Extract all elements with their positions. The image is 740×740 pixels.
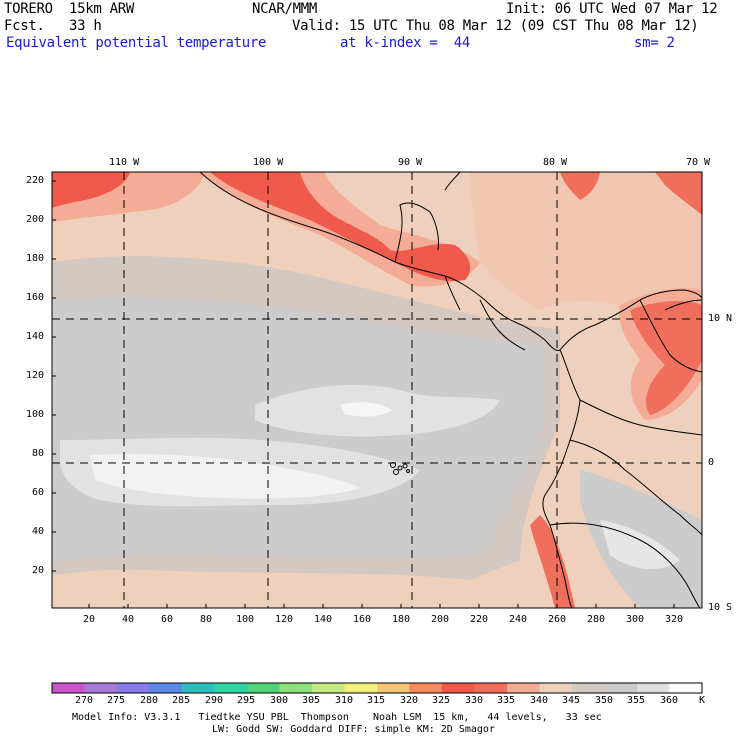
valid-time: Valid: 15 UTC Thu 08 Mar 12 (09 CST Thu …	[292, 18, 699, 34]
colorbar-swatch	[182, 683, 215, 693]
coastlines	[199, 172, 702, 608]
x-tick-label: 20	[83, 614, 96, 625]
colorbar-label: 275	[107, 695, 126, 706]
colorbar-label: 345	[562, 695, 581, 706]
colorbar-label: 270	[75, 695, 94, 706]
x-tick-label: 100	[236, 614, 255, 625]
colorbar-label: 300	[270, 695, 289, 706]
colorbar-label: 330	[465, 695, 484, 706]
y-tick-label: 200	[26, 214, 45, 225]
x-tick-label: 140	[314, 614, 333, 625]
y-tick-label: 180	[26, 253, 45, 264]
x-tick-label: 40	[122, 614, 135, 625]
colorbar-label: 360	[660, 695, 679, 706]
colorbar-swatch	[604, 683, 637, 693]
colorbar-swatch	[507, 683, 540, 693]
colorbar-label: 320	[400, 695, 419, 706]
colorbar-label: 310	[335, 695, 354, 706]
x-tick-label: 180	[392, 614, 411, 625]
level-label: at k-index = 44	[340, 35, 471, 51]
colorbar-swatch	[52, 683, 85, 693]
colorbar	[51, 682, 703, 694]
colorbar-label: 305	[302, 695, 321, 706]
x-tick-label: 300	[626, 614, 645, 625]
colorbar-swatch	[344, 683, 377, 693]
colorbar-swatch	[377, 683, 410, 693]
y-tick-label: 140	[26, 331, 45, 342]
colorbar-swatch	[539, 683, 572, 693]
colorbar-swatch	[669, 683, 702, 693]
y-tick-label: 220	[26, 175, 45, 186]
y-tick-label: 60	[32, 487, 45, 498]
lon-label: 70 W	[686, 157, 711, 168]
colorbar-label: 280	[140, 695, 159, 706]
x-tick-label: 240	[509, 614, 528, 625]
x-tick-label: 220	[470, 614, 489, 625]
colorbar-label: 340	[530, 695, 549, 706]
lat-label: 10 N	[708, 313, 733, 324]
smooth-label: sm= 2	[634, 35, 675, 51]
galapagos-islands	[390, 462, 410, 475]
colorbar-label: 350	[595, 695, 614, 706]
lat-label: 0	[708, 457, 715, 468]
colorbar-swatch	[637, 683, 670, 693]
y-tick-label: 80	[32, 448, 45, 459]
colorbar-swatch	[442, 683, 475, 693]
axis-ticks	[52, 180, 675, 608]
colorbar-swatch	[572, 683, 605, 693]
lon-label: 100 W	[253, 157, 284, 168]
colorbar-swatch	[312, 683, 345, 693]
colorbar-label: 315	[367, 695, 386, 706]
lon-label: 80 W	[543, 157, 568, 168]
init-time: Init: 06 UTC Wed 07 Mar 12	[506, 1, 718, 17]
org-label: NCAR/MMM	[252, 1, 318, 17]
colorbar-label: 285	[172, 695, 191, 706]
colorbar-label: 335	[497, 695, 516, 706]
y-tick-label: 160	[26, 292, 45, 303]
field-name: Equivalent potential temperature	[6, 35, 267, 51]
x-tick-label: 80	[200, 614, 213, 625]
colorbar-swatch	[149, 683, 182, 693]
lon-label: 110 W	[109, 157, 140, 168]
colorbar-swatch	[117, 683, 150, 693]
colorbar-label: 325	[432, 695, 451, 706]
theta-e-field	[52, 172, 702, 608]
model-info: Model Info: V3.3.1 Tiedtke YSU PBL Thomp…	[72, 712, 602, 723]
y-tick-label: 100	[26, 409, 45, 420]
y-tick-label: 40	[32, 526, 45, 537]
x-tick-label: 260	[548, 614, 567, 625]
y-tick-label: 120	[26, 370, 45, 381]
colorbar-label: 290	[205, 695, 224, 706]
lon-label: 90 W	[398, 157, 423, 168]
map-frame	[51, 171, 703, 609]
y-tick-label: 20	[32, 565, 45, 576]
colorbar-swatch	[409, 683, 442, 693]
colorbar-swatch	[247, 683, 280, 693]
colorbar-label: 355	[627, 695, 646, 706]
colorbar-swatch	[279, 683, 312, 693]
x-tick-label: 320	[665, 614, 684, 625]
x-tick-label: 200	[431, 614, 450, 625]
model-label: TORERO 15km ARW	[4, 1, 135, 17]
colorbar-unit: K	[699, 695, 706, 706]
x-tick-label: 160	[353, 614, 372, 625]
model-physics: LW: Godd SW: Goddard DIFF: simple KM: 2D…	[212, 724, 495, 735]
colorbar-swatch	[214, 683, 247, 693]
x-tick-label: 60	[161, 614, 174, 625]
colorbar-swatch	[84, 683, 117, 693]
x-tick-label: 120	[275, 614, 294, 625]
lat-lon-grid	[52, 172, 702, 608]
x-tick-label: 280	[587, 614, 606, 625]
forecast-hour: Fcst. 33 h	[4, 18, 102, 34]
lat-label: 10 S	[708, 602, 733, 613]
colorbar-swatch	[474, 683, 507, 693]
colorbar-label: 295	[237, 695, 256, 706]
